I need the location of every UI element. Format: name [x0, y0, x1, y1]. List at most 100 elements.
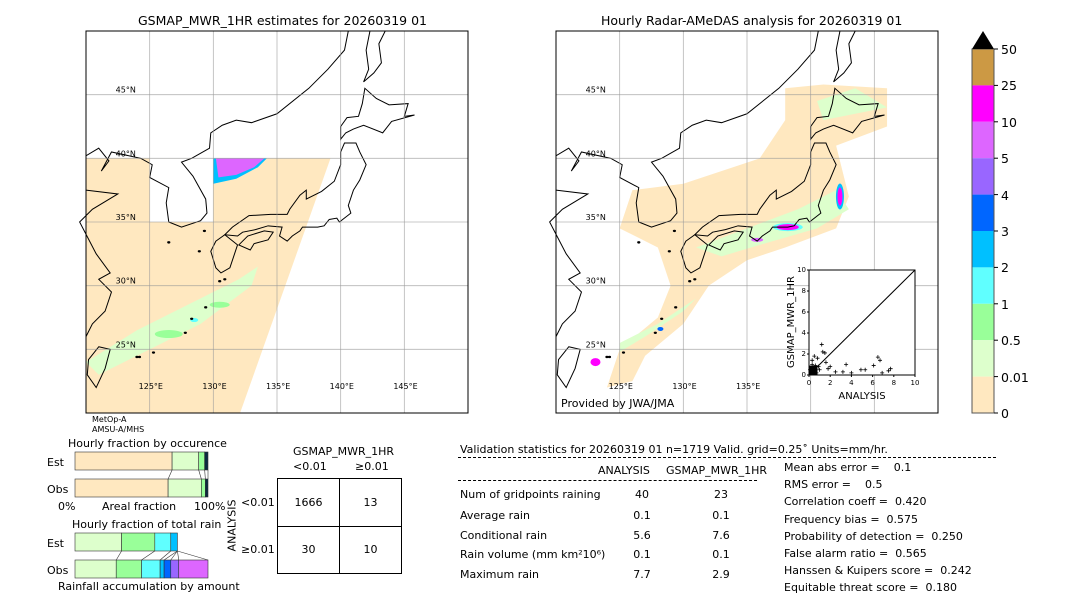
- score-line: Probability of detection = 0.250: [784, 529, 963, 543]
- coastline-sakhalin: [363, 30, 387, 83]
- island: [151, 351, 156, 354]
- scatter-point: [812, 368, 817, 373]
- colorbar-segment: [972, 267, 994, 304]
- cell-false-alarm: 13: [363, 496, 378, 509]
- scatter-point: [849, 370, 854, 375]
- fraction-segment: [74, 478, 169, 498]
- coastline-kyushu: [680, 234, 709, 274]
- island: [135, 355, 139, 359]
- cell-hit: 10: [363, 543, 378, 556]
- left-map-title: GSMAP_MWR_1HR estimates for 20260319 01: [138, 13, 427, 28]
- fraction-segment: [201, 478, 206, 498]
- latitude-label: 35°N: [116, 213, 136, 222]
- occurrence-est-label: Est: [47, 456, 64, 469]
- colorbar-tick-label: 3: [1001, 224, 1009, 239]
- score-line: Hanssen & Kuipers score = 0.242: [784, 564, 972, 578]
- y-tick-label: 2: [802, 350, 806, 358]
- island: [672, 229, 677, 233]
- latitude-label: 25°N: [586, 340, 606, 349]
- colorbar-segment: [972, 376, 994, 413]
- colorbar-extend-arrow: [972, 31, 994, 49]
- island: [218, 280, 222, 283]
- contingency-row-header: ANALYSIS: [225, 499, 239, 552]
- score-line: Mean abs error = 0.1: [784, 461, 912, 474]
- colorbar-tick-label: 0.01: [1001, 369, 1029, 385]
- contingency-col-lt: <0.01: [293, 460, 327, 473]
- rain-area-light: [817, 88, 888, 121]
- scatter-ylabel: GSMAP_MWR_1HR: [786, 276, 797, 368]
- occurrence-obs-label: Obs: [47, 483, 69, 496]
- x-tick-label: 6: [870, 379, 875, 387]
- scatter-point: [871, 363, 876, 368]
- stat-gsmap-value: 23: [714, 488, 728, 501]
- latitude-label: 40°N: [586, 149, 606, 158]
- x-tick-label: 10: [911, 379, 920, 387]
- stat-analysis-value: 0.1: [633, 509, 651, 522]
- y-tick-label: 4: [802, 329, 807, 337]
- scatter-point: [880, 370, 885, 375]
- scatter-point: [844, 362, 849, 367]
- island: [674, 306, 678, 309]
- island: [605, 355, 609, 359]
- stat-gsmap-value: 0.1: [712, 509, 730, 522]
- occurrence-bars: [74, 451, 209, 498]
- divider: [458, 457, 996, 458]
- stat-analysis-value: 40: [635, 488, 649, 501]
- x-tick-label: 0: [807, 379, 811, 387]
- connector-line: [141, 550, 155, 561]
- coastline-mainland: [85, 30, 349, 228]
- coastline-hokkaido: [810, 87, 885, 141]
- scatter-point: [826, 366, 831, 371]
- latitude-label: 30°N: [116, 277, 136, 286]
- x-tick-label: 4: [849, 379, 854, 387]
- colorbar-segment: [972, 340, 994, 377]
- colorbar-tick-label: 4: [1001, 187, 1009, 203]
- occurrence-x-max: 100%: [194, 500, 226, 513]
- connector-line: [115, 550, 122, 561]
- total-rain-est-label: Est: [47, 537, 64, 550]
- fraction-segment: [171, 451, 199, 471]
- right-map: 45°N 40°N 35°N 30°N 25°N 125°E 130°E 135°E: [549, 30, 939, 414]
- coastline-honshu: [693, 142, 837, 242]
- cell-hit-none: 1666: [294, 496, 323, 509]
- coastline-honshu: [223, 142, 367, 242]
- contingency-col-header: GSMAP_MWR_1HR: [293, 445, 395, 458]
- longitude-label: 125°E: [609, 382, 633, 391]
- fraction-segment: [205, 478, 209, 498]
- colorbar-tick-label: 25: [1001, 78, 1017, 94]
- island: [204, 306, 208, 309]
- stat-gsmap-value: 2.9: [712, 568, 730, 581]
- scatter-point: [811, 366, 816, 371]
- total-rain-title: Hourly fraction of total rain: [72, 518, 222, 531]
- occurrence-xlabel: Areal fraction: [102, 500, 177, 513]
- contingency-table: 1666 13 30 10: [277, 478, 402, 574]
- fraction-segment: [178, 559, 209, 579]
- scatter-point: [863, 367, 868, 372]
- fraction-segment: [74, 559, 117, 579]
- stats-col-gsmap: GSMAP_MWR_1HR: [666, 464, 768, 477]
- scatter-point: [813, 363, 818, 368]
- rain-area-heavy: [215, 158, 265, 178]
- divider: [458, 480, 757, 481]
- island: [621, 351, 626, 354]
- y-tick-label: 10: [797, 266, 806, 274]
- coastline-shikoku: [707, 230, 745, 251]
- sensor-line-2: AMSU-A/MHS: [92, 425, 145, 434]
- rain-area-heavy: [590, 358, 601, 367]
- connector-line: [177, 550, 180, 561]
- latitude-label: 35°N: [586, 213, 606, 222]
- coastline-taiwan: [556, 346, 581, 389]
- longitude-label: 135°E: [266, 382, 290, 391]
- rain-area-light: [619, 298, 697, 352]
- fraction-segment: [154, 532, 172, 552]
- fraction-segment: [170, 532, 178, 552]
- one-to-one-line: [808, 269, 916, 376]
- left-map-frame: [85, 30, 469, 414]
- connector-line: [163, 550, 178, 561]
- scatter-point: [858, 367, 863, 372]
- fraction-segment: [163, 559, 172, 579]
- longitude-label: 130°E: [672, 382, 696, 391]
- scatter-point: [828, 364, 833, 369]
- fraction-segment: [121, 532, 156, 552]
